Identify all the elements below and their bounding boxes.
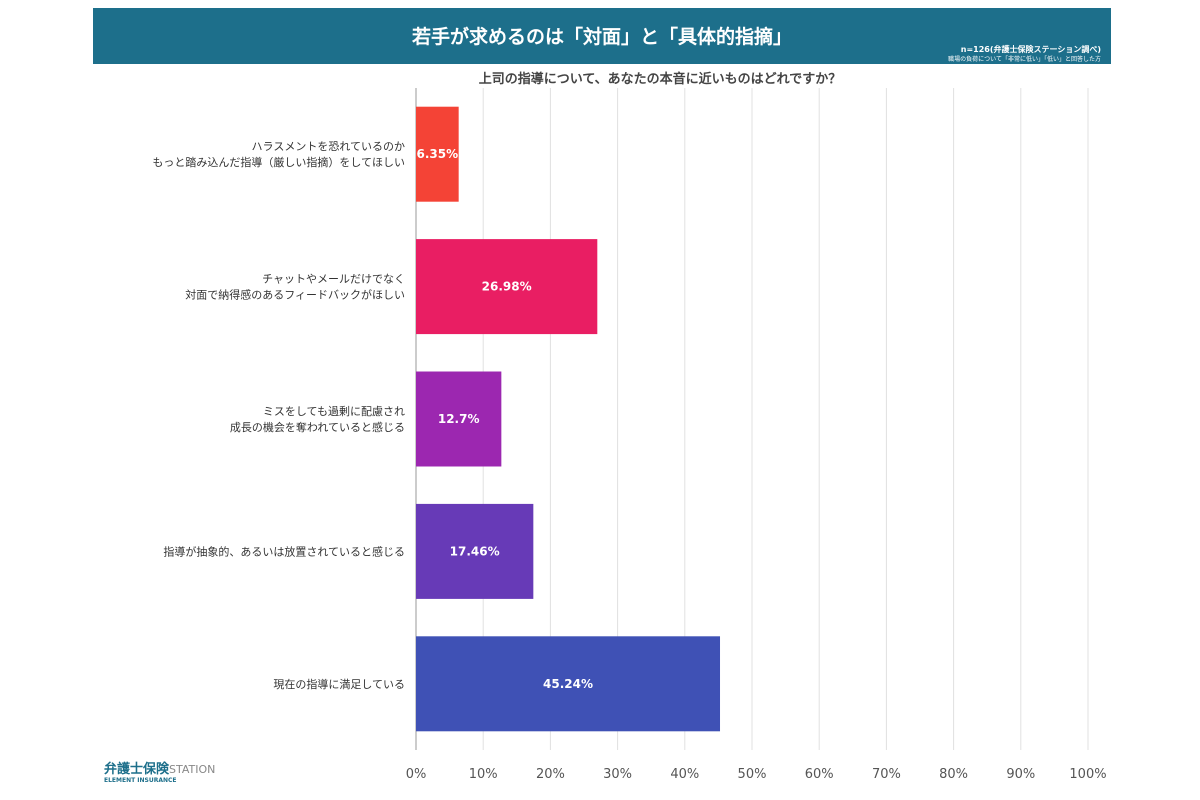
bar	[416, 106, 459, 202]
bar	[416, 371, 502, 467]
data-label: 17.46%	[450, 544, 500, 558]
category-label: ハラスメントを恐れているのか	[252, 140, 405, 153]
category-label: もっと踏み込んだ指導（厳しい指摘）をしてほしい	[152, 155, 405, 169]
header-banner: 若手が求めるのは「対面」と「具体的指摘」 n=126(弁護士保険ステーション調べ…	[93, 8, 1111, 64]
x-tick-label: 50%	[738, 767, 767, 782]
question-title: 上司の指導について、あなたの本音に近いものはどれですか？	[478, 72, 842, 87]
bar	[416, 503, 534, 599]
category-label: ミスをしても過剰に配慮され	[263, 404, 405, 418]
x-tick-label: 100%	[1069, 767, 1106, 782]
sample-note: 職場の負荷について「非常に低い」「低い」と回答した方	[948, 56, 1101, 63]
x-tick-label: 90%	[1006, 767, 1035, 782]
x-tick-label: 10%	[469, 767, 498, 782]
category-label: 成長の機会を奪われていると感じる	[230, 420, 405, 434]
x-tick-label: 0%	[406, 767, 427, 782]
x-tick-label: 40%	[670, 767, 699, 782]
data-label: 6.35%	[417, 147, 459, 161]
data-label: 45.24%	[543, 677, 593, 691]
category-label: 現在の指導に満足している	[273, 677, 405, 691]
data-label: 26.98%	[482, 280, 532, 294]
chart-title: 若手が求めるのは「対面」と「具体的指摘」	[411, 26, 792, 48]
logo-suffix: STATION	[169, 763, 216, 776]
bar	[416, 636, 721, 732]
logo-name: 弁護士保険	[104, 762, 170, 777]
x-tick-label: 20%	[536, 767, 565, 782]
x-tick-label: 80%	[939, 767, 968, 782]
sample-size: n=126(弁護士保険ステーション調べ)	[960, 45, 1101, 54]
data-label: 12.7%	[438, 412, 480, 426]
category-label: チャットやメールだけでなく	[262, 273, 405, 286]
x-tick-label: 30%	[603, 767, 632, 782]
category-label: 指導が抽象的、あるいは放置されていると感じる	[163, 544, 405, 558]
logo: 弁護士保険STATION ELEMENT INSURANCE	[104, 758, 215, 784]
bar	[416, 239, 598, 335]
x-tick-label: 60%	[805, 767, 834, 782]
logo-sub: ELEMENT INSURANCE	[104, 777, 177, 784]
x-tick-label: 70%	[872, 767, 901, 782]
category-label: 対面で納得感のあるフィードバックがほしい	[185, 288, 405, 302]
